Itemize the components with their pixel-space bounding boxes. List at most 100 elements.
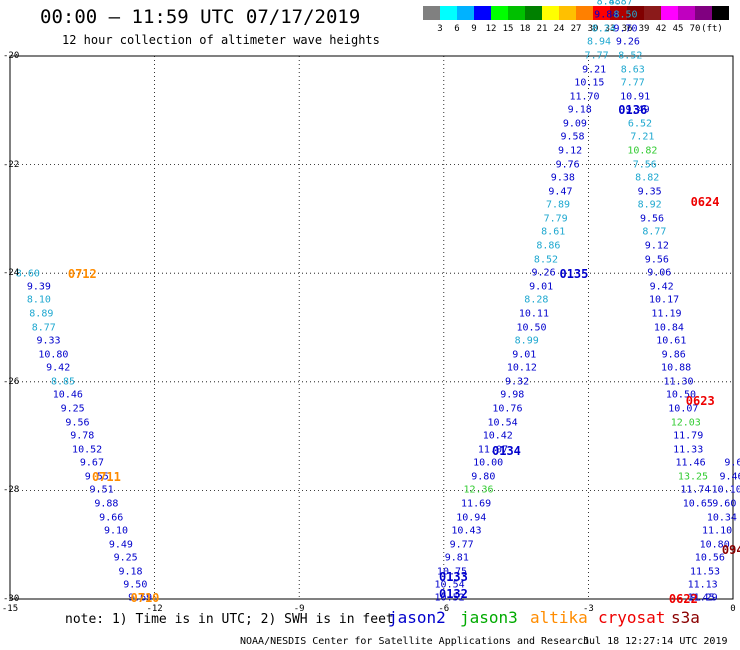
wave-height-point: 9.26 — [615, 36, 640, 48]
wave-height-point: 9.58 — [560, 131, 585, 143]
pass-time-label: 0947 — [721, 543, 740, 558]
wave-height-point: 6.52 — [627, 118, 653, 130]
legend-label: 12 — [485, 24, 497, 34]
legend-label: 24 — [553, 24, 565, 34]
wave-height-point: 9.66 — [99, 512, 124, 524]
legend-swatch — [661, 6, 678, 20]
wave-height-point: 10.80 — [38, 349, 69, 361]
units-note: note: 1) Time is in UTC; 2) SWH is in fe… — [65, 612, 394, 627]
wave-height-point: 9.12 — [644, 240, 669, 252]
wave-height-point: 9.60 — [712, 498, 737, 510]
wave-height-point: 9.32 — [505, 376, 530, 388]
wave-height-point: 10.91 — [620, 91, 651, 103]
wave-height-point: 9.42 — [46, 362, 71, 374]
wave-height-point: 8.28 — [524, 294, 549, 306]
y-tick-label: -30 — [3, 594, 20, 604]
wave-height-point: 8.63 — [620, 64, 645, 76]
wave-height-point: 7.21 — [630, 131, 655, 143]
wave-height-point: 7.77 — [584, 50, 609, 62]
pass-time-label: 0136 — [618, 103, 648, 118]
wave-height-point: 10.61 — [656, 335, 687, 347]
wave-height-point: 9.88 — [94, 498, 119, 510]
wave-height-point: 10.50 — [516, 322, 547, 333]
wave-height-point: 9.49 — [108, 539, 133, 551]
y-tick-label: -28 — [3, 485, 20, 496]
wave-height-point: 10.84 — [653, 322, 684, 333]
wave-height-point: 9.56 — [639, 213, 665, 225]
wave-height-point: 8.99 — [514, 335, 539, 347]
wave-height-point: 11.29 — [687, 592, 718, 604]
wave-height-point: 7.89 — [545, 199, 571, 211]
wave-height-point: 8.61 — [541, 226, 566, 238]
wave-height-point: 9.06 — [647, 267, 672, 279]
legend-label: 42 — [655, 24, 667, 34]
wave-height-point: 11.07 — [477, 444, 509, 456]
wave-height-point: 10.52 — [434, 592, 465, 604]
y-tick-label: -26 — [3, 376, 20, 387]
wave-height-point: 8.77 — [31, 322, 56, 333]
legend-swatch — [695, 6, 712, 20]
wave-height-point: 9.56 — [65, 417, 90, 429]
legend-label: 18 — [519, 24, 531, 34]
satellite-name: cryosat — [598, 608, 666, 627]
pass-time-label: 0623 — [685, 393, 715, 408]
wave-height-point: 8.82 — [635, 172, 660, 184]
legend-swatch — [423, 6, 440, 20]
legend-swatch — [610, 6, 627, 20]
wave-height-point: 10.82 — [627, 145, 658, 157]
pass-time-label: 0711 — [91, 469, 121, 484]
wave-height-point: 8.89 — [29, 308, 54, 320]
wave-height-point: 9.35 — [637, 186, 662, 198]
wave-height-point: 10.15 — [574, 77, 605, 89]
wave-height-point: 10.54 — [487, 417, 518, 429]
wave-height-point: 7.79 — [543, 213, 568, 225]
wave-height-point: 10.11 — [518, 308, 549, 320]
pass-time-label: 0133 — [438, 570, 468, 585]
wave-height-point: 9.33 — [36, 335, 61, 347]
wave-height-point: 10.17 — [649, 294, 680, 306]
wave-height-point: 9.55 — [84, 471, 109, 483]
wave-height-point: 9.25 — [60, 403, 85, 415]
wave-height-point: 11.69 — [461, 498, 492, 510]
satellite-name: altika — [530, 608, 588, 627]
wave-height-point: 10.00 — [473, 457, 504, 469]
legend-label: 39 — [638, 24, 650, 34]
wave-height-point: 7.56 — [632, 159, 657, 171]
legend-label: 9 — [471, 24, 477, 34]
wave-height-point: 8.24 — [591, 23, 616, 35]
wave-height-point: 9.80 — [471, 471, 496, 483]
wave-height-point: 11.19 — [651, 308, 682, 320]
wave-height-point: 9.10 — [103, 525, 129, 537]
wave-height-point: 12.03 — [670, 417, 701, 429]
legend-label: 33 — [604, 24, 616, 34]
pass-time-label: 0135 — [559, 267, 589, 282]
wave-height-point: 8.86 — [536, 240, 561, 252]
legend-swatch — [440, 6, 457, 20]
legend-label: 6 — [454, 24, 460, 34]
wave-height-point: 9.77 — [449, 539, 474, 551]
wave-height-point: 9.49 — [625, 104, 650, 116]
wave-height-point: 8.94 — [586, 36, 612, 48]
wave-height-point: 9.01 — [512, 349, 537, 361]
wave-height-point: 11.33 — [673, 444, 704, 456]
wave-height-point: 9.68 — [724, 457, 740, 469]
wave-height-point: 8.85 — [50, 376, 76, 388]
wave-height-point: 11.30 — [663, 376, 694, 388]
legend-swatch — [712, 6, 729, 20]
wave-height-point: 11.53 — [689, 566, 721, 578]
wave-height-point: 9.38 — [550, 172, 575, 184]
pass-time-label: 0712 — [67, 267, 97, 282]
legend-label: 36 — [621, 24, 633, 34]
legend-label: 30 — [587, 24, 599, 34]
wave-height-point: 11.74 — [680, 484, 711, 496]
wave-height-point: 10.75 — [436, 566, 468, 578]
wave-height-point: 10.50 — [665, 389, 696, 401]
pass-time-label: 0134 — [492, 444, 521, 459]
legend-swatch — [491, 6, 508, 20]
wave-height-point: 12.36 — [463, 484, 494, 496]
satellite-name: s3a — [671, 608, 700, 627]
wave-height-point: 9.86 — [661, 349, 686, 361]
wave-height-point: 8.77 — [642, 226, 667, 238]
legend-swatch — [627, 6, 644, 20]
